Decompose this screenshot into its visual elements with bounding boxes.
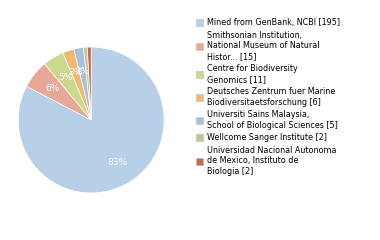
Wedge shape <box>74 48 91 120</box>
Text: 2%: 2% <box>76 67 90 76</box>
Wedge shape <box>27 64 91 120</box>
Text: 83%: 83% <box>107 158 127 167</box>
Wedge shape <box>87 47 91 120</box>
Legend: Mined from GenBank, NCBI [195], Smithsonian Institution,
National Museum of Natu: Mined from GenBank, NCBI [195], Smithson… <box>196 18 340 176</box>
Text: 3%: 3% <box>68 68 83 77</box>
Text: 5%: 5% <box>58 73 73 82</box>
Wedge shape <box>44 53 91 120</box>
Wedge shape <box>63 49 91 120</box>
Text: 6%: 6% <box>45 84 60 93</box>
Wedge shape <box>18 47 164 193</box>
Wedge shape <box>84 47 91 120</box>
